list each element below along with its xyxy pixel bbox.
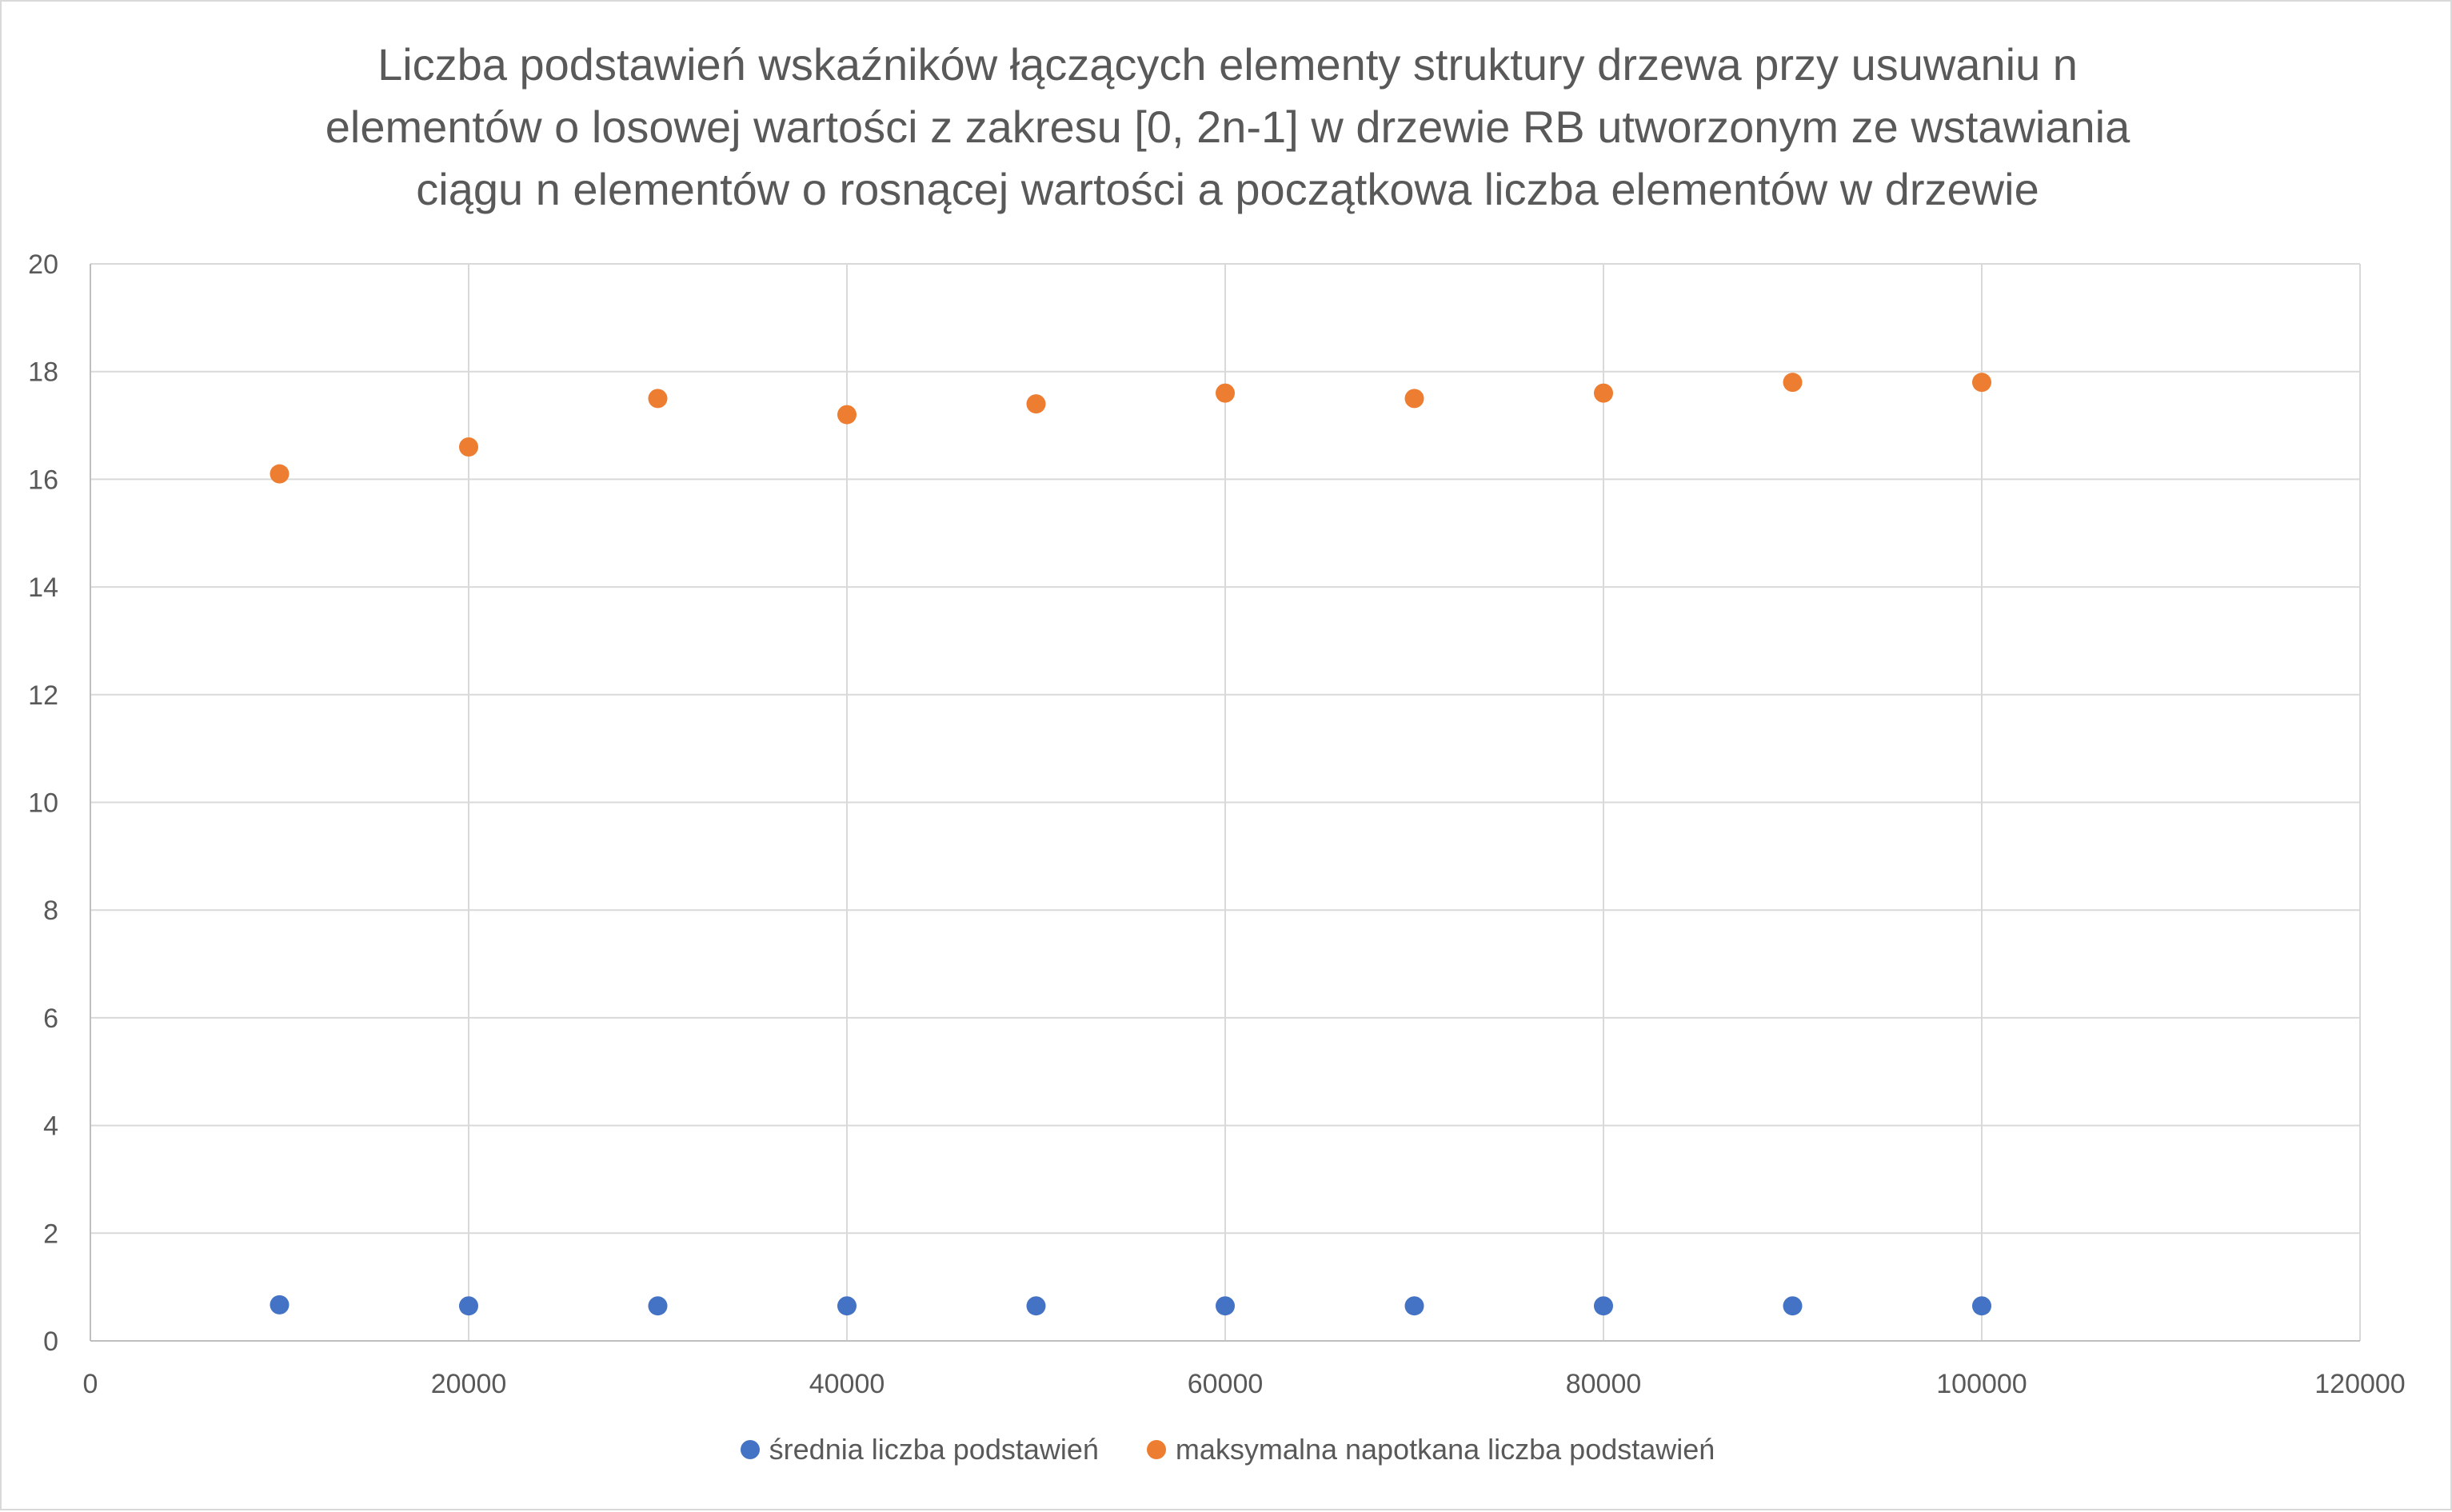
chart-title: Liczba podstawień wskaźników łączących e… xyxy=(162,34,2294,221)
data-point-series-2 xyxy=(459,437,478,457)
legend-label-series-2: maksymalna napotkana liczba podstawień xyxy=(1175,1433,1715,1466)
legend: średnia liczba podstawień maksymalna nap… xyxy=(2,1433,2452,1466)
y-tick-label: 4 xyxy=(43,1111,58,1142)
y-tick-label: 10 xyxy=(28,788,58,819)
data-point-series-1 xyxy=(459,1296,478,1316)
y-tick-label: 8 xyxy=(43,896,58,926)
y-tick-label: 18 xyxy=(28,357,58,388)
data-point-series-2 xyxy=(648,389,668,409)
legend-item-series-2: maksymalna napotkana liczba podstawień xyxy=(1146,1433,1715,1466)
x-tick-label: 100000 xyxy=(1936,1369,2027,1399)
legend-label-series-1: średnia liczba podstawień xyxy=(769,1433,1099,1466)
chart-title-line-2: elementów o losowej wartości z zakresu [… xyxy=(325,102,2131,152)
data-point-series-1 xyxy=(1216,1296,1235,1316)
data-point-series-1 xyxy=(1026,1296,1046,1316)
y-tick-label: 2 xyxy=(43,1219,58,1249)
x-tick-label: 60000 xyxy=(1188,1369,1264,1399)
data-point-series-1 xyxy=(270,1295,290,1315)
data-point-series-2 xyxy=(1404,389,1424,409)
data-point-series-1 xyxy=(1594,1296,1613,1316)
legend-marker-series-1 xyxy=(740,1440,760,1459)
data-point-series-2 xyxy=(1972,373,1991,393)
data-point-series-2 xyxy=(270,464,290,484)
data-point-series-1 xyxy=(648,1296,668,1316)
x-tick-label: 20000 xyxy=(431,1369,507,1399)
data-point-series-2 xyxy=(1594,383,1613,403)
x-tick-label: 0 xyxy=(83,1369,98,1399)
legend-item-series-1: średnia liczba podstawień xyxy=(740,1433,1099,1466)
data-point-series-2 xyxy=(1783,373,1803,393)
data-point-series-1 xyxy=(837,1296,857,1316)
x-tick-label: 120000 xyxy=(2314,1369,2405,1399)
data-point-series-1 xyxy=(1783,1296,1803,1316)
data-point-series-1 xyxy=(1972,1296,1991,1316)
x-tick-label: 80000 xyxy=(1566,1369,1642,1399)
data-point-series-2 xyxy=(1216,383,1235,403)
legend-marker-series-2 xyxy=(1146,1440,1166,1459)
chart-title-line-3: ciągu n elementów o rosnącej wartości a … xyxy=(416,164,2039,214)
y-tick-label: 16 xyxy=(28,465,58,495)
y-tick-label: 14 xyxy=(28,572,58,603)
data-point-series-2 xyxy=(1026,394,1046,414)
y-tick-label: 12 xyxy=(28,680,58,711)
data-point-series-1 xyxy=(1404,1296,1424,1316)
chart-title-line-1: Liczba podstawień wskaźników łączących e… xyxy=(377,39,2078,90)
y-tick-label: 6 xyxy=(43,1003,58,1034)
x-tick-label: 40000 xyxy=(809,1369,885,1399)
y-tick-label: 0 xyxy=(43,1326,58,1357)
y-tick-label: 20 xyxy=(28,249,58,280)
data-point-series-2 xyxy=(837,405,857,425)
